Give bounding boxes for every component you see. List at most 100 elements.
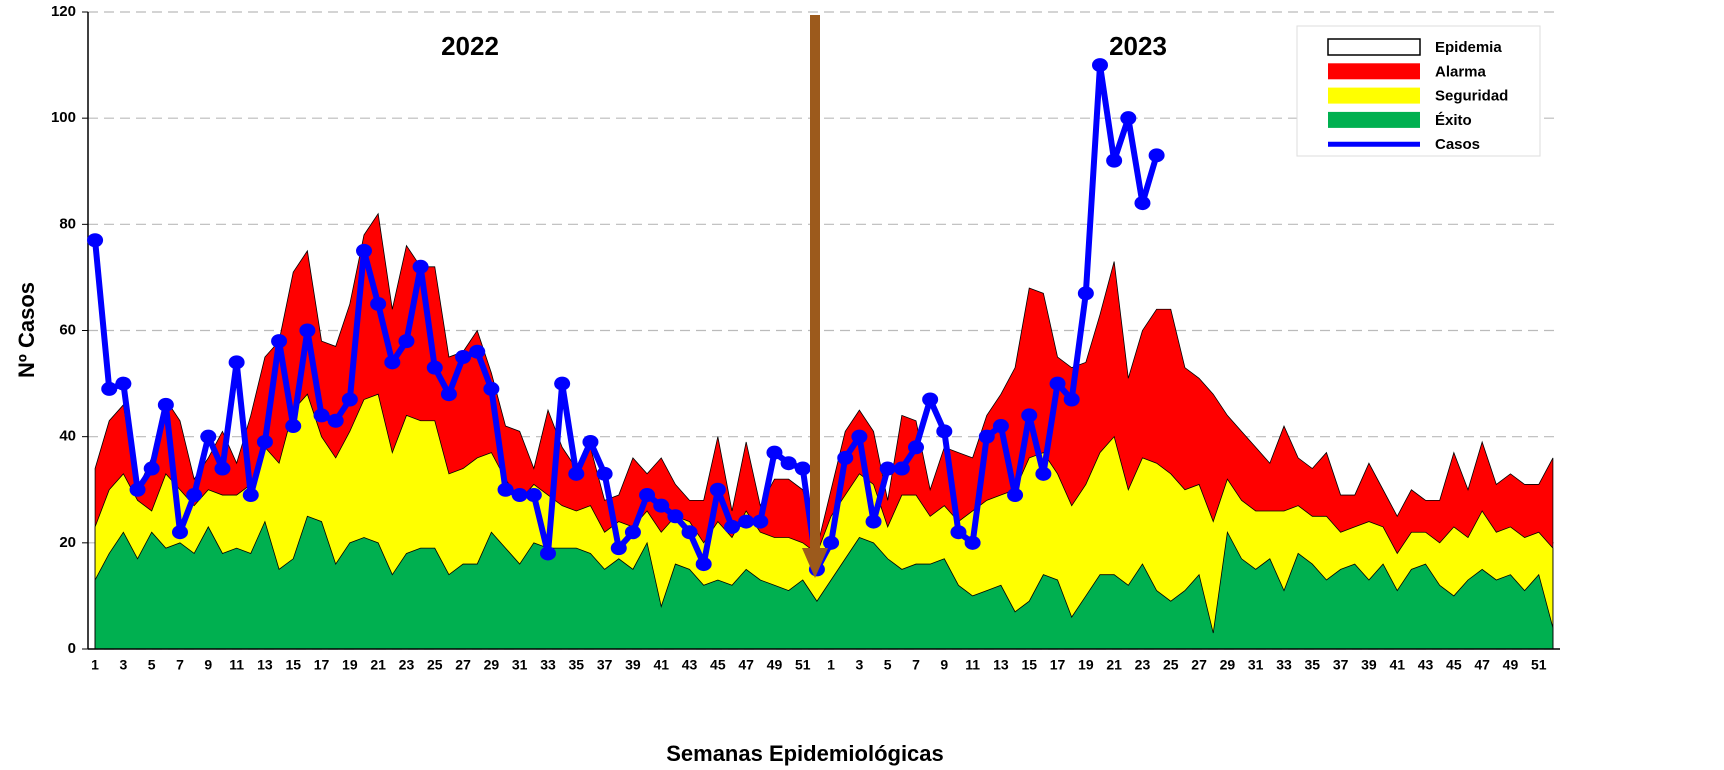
x-tick-label: 29 — [484, 657, 500, 673]
x-tick-label: 33 — [540, 657, 556, 673]
point — [964, 535, 981, 550]
area — [94, 515, 1554, 650]
x-tick-label: 41 — [1389, 657, 1405, 673]
x-tick-label: 43 — [1418, 657, 1434, 673]
point — [766, 445, 783, 460]
point — [724, 519, 740, 534]
annotation: 2022 — [441, 31, 499, 61]
x-tick-label: 33 — [1276, 657, 1292, 673]
point — [879, 461, 896, 476]
x-tick-label: 49 — [767, 657, 783, 673]
x-tick-label: 27 — [1191, 657, 1207, 673]
point — [285, 419, 302, 434]
point — [639, 488, 656, 503]
point — [200, 429, 217, 444]
point — [426, 360, 443, 375]
point — [554, 376, 571, 391]
point — [440, 387, 457, 402]
point — [384, 355, 401, 370]
x-tick-label: 9 — [204, 657, 212, 673]
point — [497, 482, 514, 497]
x-tick-label: 7 — [176, 657, 184, 673]
x-tick-label: 35 — [569, 657, 585, 673]
x-tick-label: 47 — [1474, 657, 1490, 673]
point — [752, 514, 769, 529]
x-tick-label: 1 — [91, 657, 99, 673]
x-tick-label: 17 — [314, 657, 330, 673]
legend-label: Casos — [1435, 136, 1480, 153]
point — [936, 424, 953, 439]
x-tick-label: 41 — [653, 657, 669, 673]
point — [186, 488, 203, 503]
point — [1092, 58, 1108, 73]
x-tick-label: 29 — [1220, 657, 1236, 673]
point — [511, 488, 528, 503]
point — [893, 461, 910, 476]
point — [1077, 286, 1094, 301]
legend-label: Seguridad — [1435, 88, 1508, 105]
point — [143, 461, 160, 476]
x-tick-label: 21 — [1106, 657, 1122, 673]
x-tick-label: 51 — [795, 657, 811, 673]
point — [157, 397, 174, 412]
point — [1007, 488, 1024, 503]
x-tick-label: 3 — [855, 657, 863, 673]
point — [256, 434, 273, 449]
point — [370, 296, 387, 311]
y-tick-label: 60 — [59, 321, 76, 338]
x-tick-label: 21 — [370, 657, 386, 673]
point — [695, 557, 712, 572]
point — [455, 350, 472, 365]
x-tick-label: 43 — [682, 657, 698, 673]
point — [242, 488, 259, 503]
x-tick-label: 39 — [625, 657, 641, 673]
y-tick-label: 100 — [51, 109, 76, 126]
point — [483, 381, 500, 396]
point — [582, 434, 599, 449]
point — [667, 509, 684, 524]
x-tick-label: 17 — [1050, 657, 1066, 673]
x-tick-label: 47 — [738, 657, 754, 673]
point — [1063, 392, 1080, 407]
x-tick-label: 5 — [148, 657, 156, 673]
x-tick-label: 23 — [399, 657, 415, 673]
point — [299, 323, 316, 338]
point — [709, 482, 726, 497]
x-tick-label: 19 — [342, 657, 358, 673]
point — [525, 488, 542, 503]
point — [327, 413, 344, 428]
legend-label: Epidemia — [1435, 39, 1502, 56]
point — [908, 440, 924, 455]
point — [950, 525, 967, 540]
point — [469, 344, 486, 359]
point — [922, 392, 939, 407]
legend-label: Éxito — [1435, 112, 1472, 129]
x-tick-label: 35 — [1305, 657, 1321, 673]
y-tick-label: 0 — [68, 640, 76, 657]
x-tick-label: 51 — [1531, 657, 1547, 673]
y-axis-title: Nº Casos — [14, 282, 39, 378]
x-tick-label: 11 — [965, 657, 980, 673]
legend: Epidemia Alarma Seguridad Éxito Casos — [1327, 38, 1508, 153]
x-tick-label: 15 — [285, 657, 301, 673]
x-tick-label: 31 — [512, 657, 528, 673]
point — [1134, 196, 1151, 211]
point — [1120, 111, 1137, 126]
x-tick-label: 37 — [1333, 657, 1349, 673]
x-tick-label: 25 — [1163, 657, 1179, 673]
x-tick-label: 7 — [912, 657, 920, 673]
x-tick-label: 1 — [827, 657, 835, 673]
line — [92, 62, 1160, 573]
point — [780, 456, 797, 471]
point — [681, 525, 698, 540]
x-tick-label: 3 — [119, 657, 127, 673]
legend-swatch — [1328, 63, 1420, 80]
legend-label: Alarma — [1435, 63, 1487, 80]
x-tick-label: 27 — [455, 657, 471, 673]
point — [172, 525, 188, 540]
x-tick-label: 5 — [884, 657, 892, 673]
lines — [87, 58, 1165, 577]
point — [313, 408, 330, 423]
